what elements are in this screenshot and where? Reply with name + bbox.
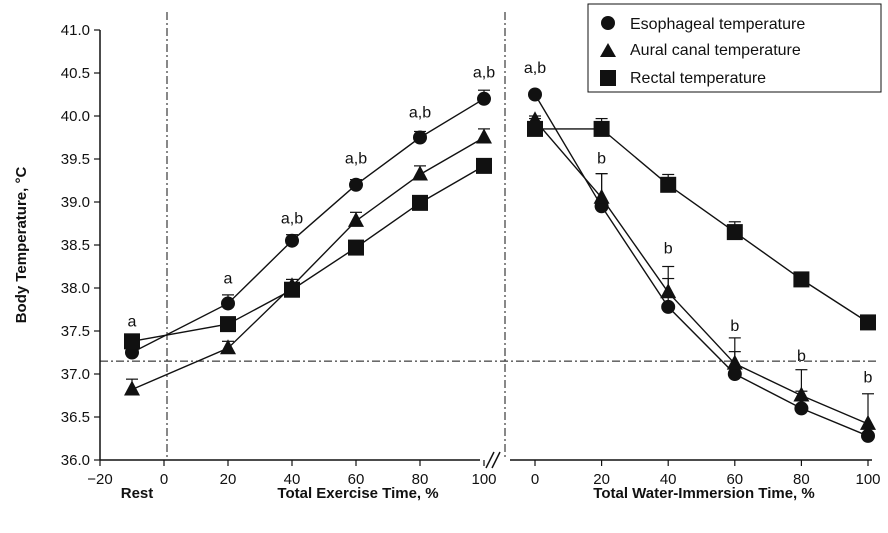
x-axis-title-exercise: Total Exercise Time, %: [277, 485, 438, 502]
data-point-circle: [413, 130, 427, 145]
legend-rectal-marker: [600, 70, 616, 86]
series-circle: [125, 89, 491, 360]
y-tick-label: 38.5: [61, 237, 90, 254]
legend-esophageal-marker: [601, 16, 615, 30]
data-point-square: [793, 271, 810, 288]
data-point-square: [527, 120, 543, 137]
y-tick-label: 36.0: [61, 452, 90, 469]
rest-label: Rest: [121, 485, 154, 502]
data-point-triangle: [793, 386, 810, 402]
series-line: [131, 136, 485, 391]
series-circle: [528, 87, 875, 443]
data-point-square: [593, 120, 610, 137]
y-tick-label: 38.0: [61, 280, 90, 297]
legend: Esophageal temperature Aural canal tempe…: [587, 3, 882, 93]
x-tick-label: 60: [348, 471, 365, 488]
x-tick-label: 100: [471, 471, 496, 488]
data-point-triangle: [593, 188, 610, 204]
significance-label: a,b: [524, 60, 546, 77]
y-tick-label: 39.0: [61, 194, 90, 211]
legend-aural-label: Aural canal temperature: [630, 42, 801, 59]
axis-break-mark-1: [485, 451, 495, 469]
x-tick-label: 80: [793, 471, 810, 488]
series-square: [124, 157, 492, 350]
significance-label: b: [597, 150, 606, 167]
data-point-triangle: [220, 339, 236, 355]
significance-label: b: [797, 348, 806, 365]
data-point-circle: [528, 87, 542, 102]
y-tick-label: 37.0: [61, 366, 90, 383]
significance-label: a,b: [281, 211, 303, 228]
significance-label: b: [864, 370, 873, 387]
series-triangle: [527, 111, 876, 430]
data-point-triangle: [348, 211, 364, 227]
data-point-circle: [794, 401, 809, 416]
significance-label: a,b: [345, 150, 367, 167]
data-point-triangle: [860, 414, 876, 430]
significance-label: b: [664, 241, 673, 258]
data-point-circle: [861, 428, 875, 443]
x-tick-label: 100: [855, 471, 880, 488]
data-point-circle: [727, 367, 742, 381]
data-point-triangle: [412, 165, 428, 181]
series-line: [131, 165, 485, 343]
data-point-square: [726, 224, 743, 241]
y-tick-label: 36.5: [61, 409, 90, 426]
data-point-square: [220, 316, 236, 333]
y-tick-label: 39.5: [61, 151, 90, 168]
legend-aural-marker: [600, 43, 616, 57]
series-triangle: [124, 128, 492, 396]
data-point-square: [284, 281, 300, 298]
data-point-triangle: [476, 128, 492, 144]
y-tick-label: 37.5: [61, 323, 90, 340]
x-tick-label: 60: [726, 471, 743, 488]
x-tick-label: 0: [160, 471, 168, 488]
data-point-triangle: [726, 354, 743, 370]
x-tick-label: 20: [593, 471, 610, 488]
data-point-square: [860, 314, 876, 331]
y-tick-label: 40.5: [61, 65, 90, 82]
data-point-triangle: [124, 380, 140, 396]
y-axis-title: Body Temperature, °C: [13, 167, 30, 324]
x-tick-label: 80: [412, 471, 429, 488]
significance-label: a: [128, 314, 137, 331]
data-point-square: [412, 194, 428, 211]
significance-label: a: [224, 271, 233, 288]
significance-label: b: [730, 318, 739, 335]
data-point-circle: [477, 91, 491, 106]
data-point-square: [476, 157, 492, 174]
significance-label: a,b: [409, 105, 431, 122]
series-line: [535, 128, 869, 323]
data-point-circle: [285, 233, 299, 248]
x-tick-label: 20: [220, 471, 237, 488]
data-point-circle: [661, 299, 676, 314]
data-point-square: [660, 176, 677, 193]
y-tick-label: 41.0: [61, 22, 90, 39]
series-line: [131, 98, 485, 354]
y-ticks: 36.0 36.5 37.0 37.5 38.0 38.5 39.0 39.5 40.0 40.5…: [61, 22, 100, 469]
data-point-triangle: [660, 283, 677, 299]
x-tick-label: 40: [660, 471, 677, 488]
data-point-square: [348, 239, 364, 256]
legend-rectal-label: Rectal temperature: [630, 70, 766, 87]
data-point-square: [124, 333, 140, 350]
x-tick-label: −20: [87, 471, 112, 488]
x-ticks: −20 0 20 40 60 80 100 0 20 40 60 80 100: [87, 460, 881, 488]
series-line: [534, 119, 869, 425]
y-tick-label: 40.0: [61, 108, 90, 125]
axis-break-mark-2: [491, 451, 501, 469]
legend-esophageal-label: Esophageal temperature: [630, 16, 805, 33]
x-tick-label: 40: [284, 471, 301, 488]
series-group: [124, 87, 876, 443]
data-point-circle: [349, 177, 363, 192]
data-point-circle: [221, 296, 235, 311]
x-tick-label: 0: [531, 471, 539, 488]
series-square: [527, 117, 876, 331]
legend-box: [587, 3, 882, 93]
x-axis-title-immersion: Total Water-Immersion Time, %: [593, 485, 814, 502]
series-line: [534, 94, 869, 437]
significance-label: a,b: [473, 64, 495, 81]
annotations-group: a a a,b a,b a,b a,b a,b b b b b b: [128, 60, 873, 387]
